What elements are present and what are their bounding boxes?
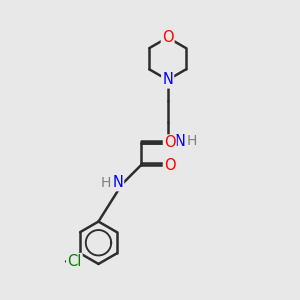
Text: Cl: Cl: [67, 254, 82, 269]
Text: N: N: [162, 72, 173, 87]
Text: O: O: [164, 158, 176, 172]
Text: H: H: [187, 134, 197, 148]
Text: H: H: [100, 176, 111, 190]
Text: N: N: [175, 134, 185, 149]
Text: O: O: [164, 135, 176, 150]
Text: N: N: [112, 175, 123, 190]
Text: O: O: [162, 30, 173, 45]
